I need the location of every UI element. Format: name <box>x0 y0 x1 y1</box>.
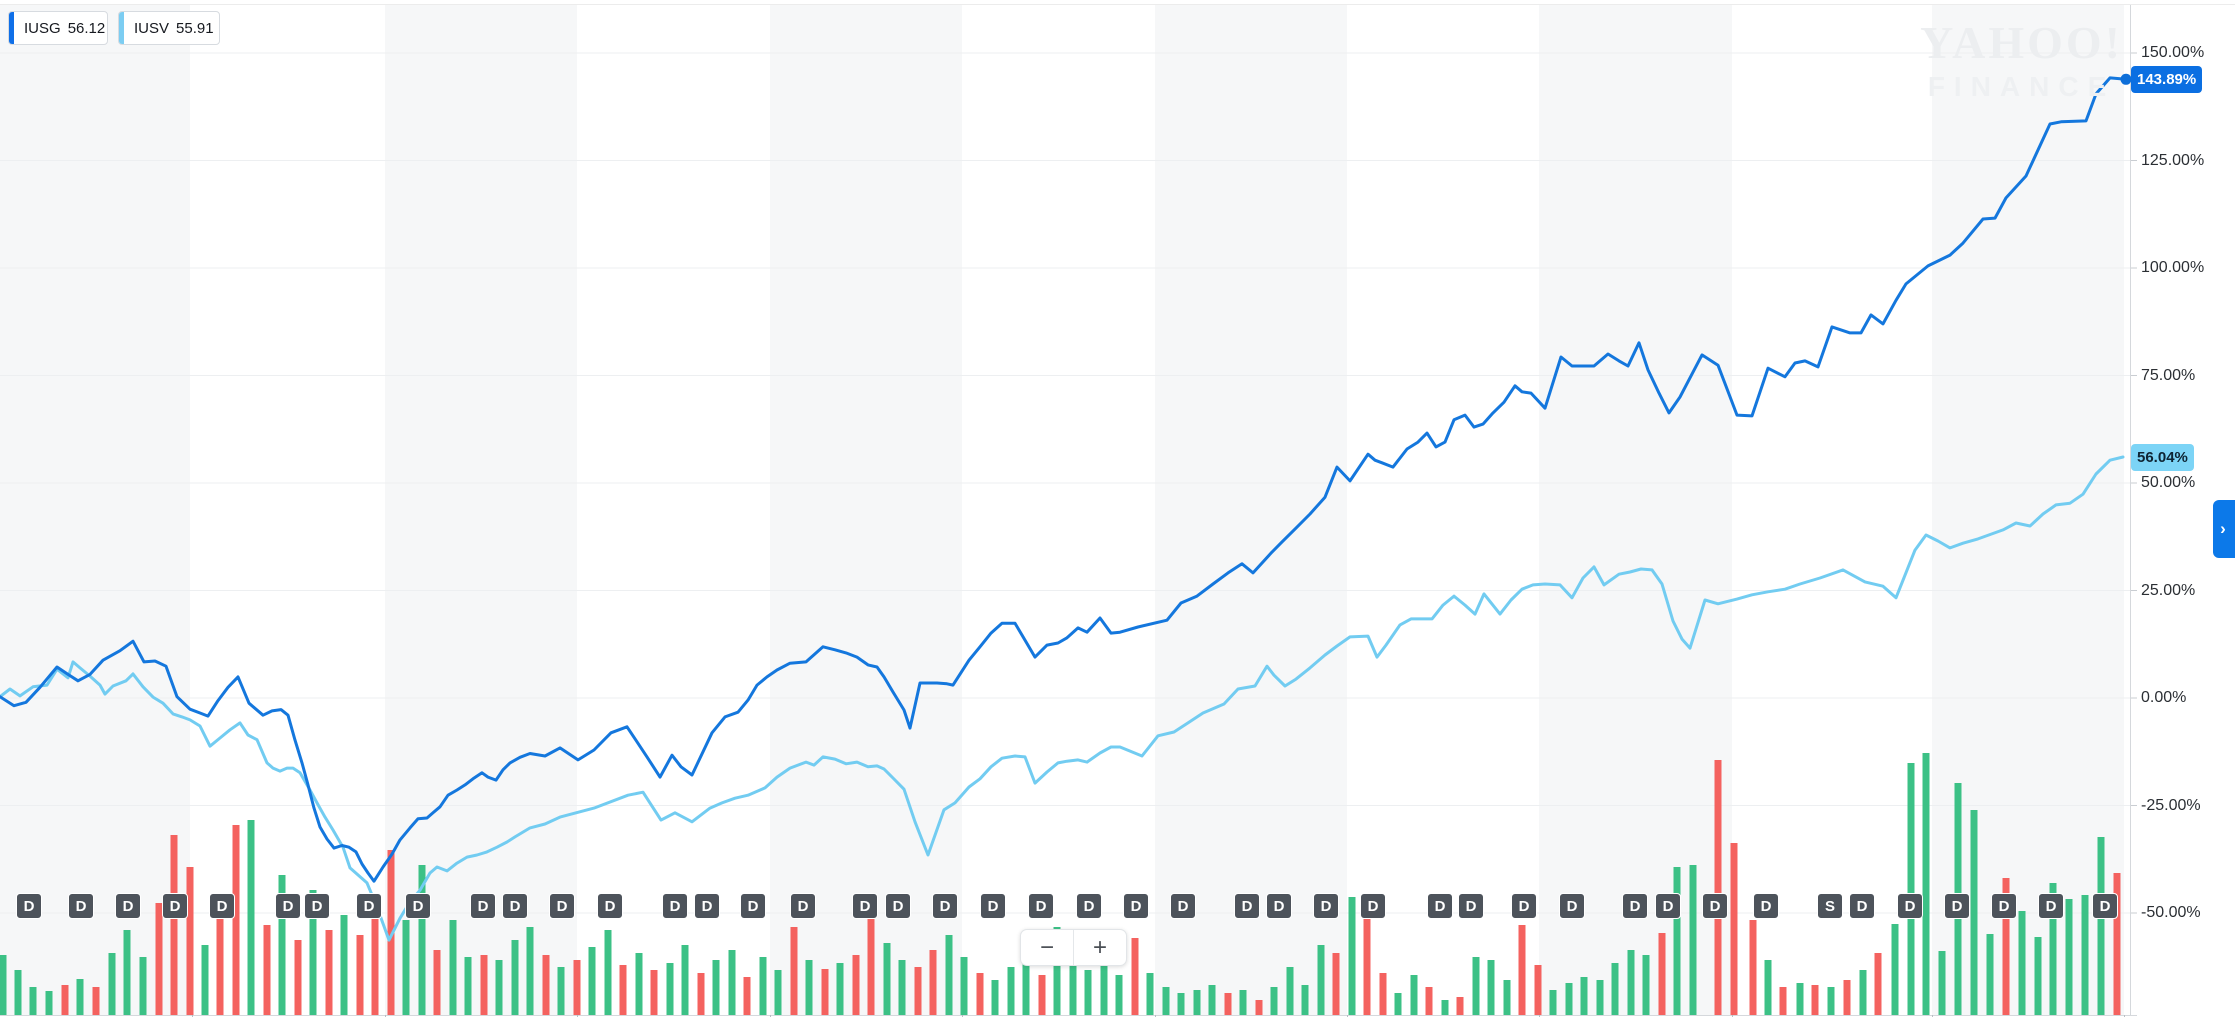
chip-accent-bar <box>119 12 124 44</box>
gridlines <box>0 52 2137 914</box>
dividend-marker[interactable]: D <box>980 893 1006 919</box>
ticker-price: 55.91 <box>176 19 214 37</box>
dividend-marker[interactable]: D <box>2092 893 2118 919</box>
dividend-marker[interactable]: D <box>16 893 42 919</box>
price-badge-iusv: 56.04% <box>2131 444 2194 472</box>
ticker-price: 56.12 <box>67 19 106 37</box>
year-ticks <box>192 1015 2125 1017</box>
dividend-marker[interactable]: D <box>405 893 431 919</box>
dividend-marker[interactable]: D <box>1702 893 1728 919</box>
y-axis-tick-label: 125.00% <box>2141 151 2205 169</box>
dividend-marker[interactable]: D <box>1234 893 1260 919</box>
dividend-marker[interactable]: D <box>162 893 188 919</box>
dividend-marker[interactable]: D <box>1622 893 1648 919</box>
dividend-marker[interactable]: D <box>1991 893 2017 919</box>
zoom-controls: − + <box>1020 929 1127 966</box>
ticker-symbol: IUSV <box>134 19 170 37</box>
ticker-chip-iusg[interactable]: IUSG 56.12 × <box>8 11 108 45</box>
volume-bars <box>0 753 2121 1015</box>
dividend-marker[interactable]: D <box>885 893 911 919</box>
dividend-marker[interactable]: D <box>2038 893 2064 919</box>
dividend-marker[interactable]: D <box>1458 893 1484 919</box>
dividend-marker[interactable]: D <box>852 893 878 919</box>
y-axis-tick-label: 100.00% <box>2141 259 2205 276</box>
y-axis-tick-label: 50.00% <box>2141 474 2196 491</box>
zoom-out-button[interactable]: − <box>1021 930 1073 965</box>
dividend-marker[interactable]: D <box>1559 893 1585 919</box>
dividend-marker[interactable]: D <box>502 893 528 919</box>
y-axis-tick-label: -50.00% <box>2141 904 2201 921</box>
dividend-marker[interactable]: D <box>1360 893 1386 919</box>
dividend-marker[interactable]: D <box>1313 893 1339 919</box>
chart-top-border <box>0 4 2235 5</box>
dividend-marker[interactable]: D <box>1266 893 1292 919</box>
y-axis-tick-label: -25.00% <box>2141 796 2201 814</box>
dividend-marker[interactable]: D <box>1123 893 1149 919</box>
dividend-marker[interactable]: D <box>1427 893 1453 919</box>
dividend-marker[interactable]: D <box>1511 893 1537 919</box>
dividend-marker[interactable]: D <box>115 893 141 919</box>
price-line-iusv <box>0 455 2125 942</box>
dividend-marker[interactable]: D <box>470 893 496 919</box>
year-bands <box>0 5 2124 1015</box>
dividend-marker[interactable]: D <box>932 893 958 919</box>
dividend-marker[interactable]: D <box>1655 893 1681 919</box>
dividend-marker[interactable]: D <box>356 893 382 919</box>
dividend-marker[interactable]: D <box>1849 893 1875 919</box>
dividend-marker[interactable]: D <box>549 893 575 919</box>
dividend-marker[interactable]: D <box>209 893 235 919</box>
dividend-marker[interactable]: D <box>1028 893 1054 919</box>
dividend-marker[interactable]: D <box>597 893 623 919</box>
price-line-iusg <box>0 76 2128 883</box>
y-axis-tick-label: 150.00% <box>2141 44 2205 61</box>
line-end-dot <box>2120 73 2132 85</box>
split-marker[interactable]: S <box>1817 893 1843 919</box>
dividend-marker[interactable]: D <box>1944 893 1970 919</box>
y-axis-tick-label: 75.00% <box>2141 366 2196 384</box>
dividend-marker[interactable]: D <box>1170 893 1196 919</box>
y-axis-tick-label: 0.00% <box>2141 689 2187 706</box>
ticker-chip-iusv[interactable]: IUSV 55.91 × <box>118 11 220 45</box>
expand-panel-button[interactable]: › <box>2213 500 2235 558</box>
dividend-marker[interactable]: D <box>68 893 94 919</box>
dividend-marker[interactable]: D <box>275 893 301 919</box>
y-axis-tick-label: 25.00% <box>2141 581 2196 599</box>
chip-accent-bar <box>9 12 14 44</box>
dividend-marker[interactable]: D <box>694 893 720 919</box>
price-badge-iusg: 143.89% <box>2131 66 2203 94</box>
ticker-symbol: IUSG <box>24 19 61 37</box>
zoom-in-button[interactable]: + <box>1073 930 1126 965</box>
dividend-marker[interactable]: D <box>662 893 688 919</box>
dividend-marker[interactable]: D <box>740 893 766 919</box>
chevron-right-icon: › <box>2220 519 2226 538</box>
dividend-marker[interactable]: D <box>304 893 330 919</box>
dividend-marker[interactable]: D <box>1076 893 1102 919</box>
dividend-marker[interactable]: D <box>1753 893 1779 919</box>
dividend-marker[interactable]: D <box>790 893 816 919</box>
dividend-marker[interactable]: D <box>1897 893 1923 919</box>
